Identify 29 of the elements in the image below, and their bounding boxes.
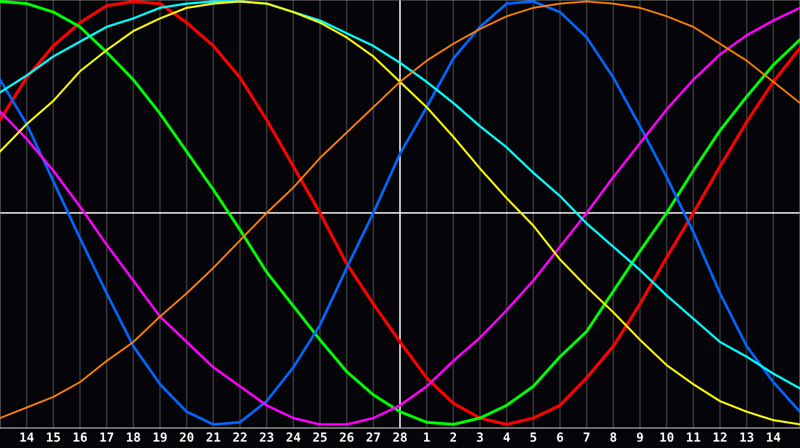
x-tick-label: 14 bbox=[766, 432, 780, 442]
x-tick-label: 10 bbox=[660, 432, 674, 442]
x-tick-label: 9 bbox=[636, 432, 643, 442]
x-tick-label: 2 bbox=[450, 432, 456, 442]
x-tick-label: 28 bbox=[393, 432, 407, 442]
x-tick-label: 27 bbox=[366, 432, 380, 442]
x-tick-label: 21 bbox=[206, 432, 220, 442]
x-tick-label: 23 bbox=[260, 432, 274, 442]
x-tick-label: 20 bbox=[180, 432, 194, 442]
x-tick-label: 26 bbox=[340, 432, 354, 442]
x-tick-label: 24 bbox=[286, 432, 300, 442]
x-tick-label: 19 bbox=[154, 432, 167, 442]
x-tick-label: 14 bbox=[20, 432, 34, 442]
x-tick-label: 5 bbox=[530, 432, 536, 442]
x-tick-label: 18 bbox=[126, 432, 140, 442]
x-tick-label: 4 bbox=[504, 432, 510, 442]
x-tick-label: 6 bbox=[557, 432, 564, 442]
x-tick-label: 15 bbox=[46, 432, 60, 442]
x-tick-label: 13 bbox=[740, 432, 754, 442]
x-tick-label: 22 bbox=[233, 432, 246, 442]
x-tick-label: 16 bbox=[74, 432, 87, 442]
x-tick-label: 8 bbox=[610, 432, 616, 442]
x-tick-label: 11 bbox=[686, 432, 700, 442]
x-tick-label: 7 bbox=[584, 432, 590, 442]
x-tick-label: 12 bbox=[714, 432, 726, 442]
x-tick-label: 17 bbox=[100, 432, 114, 442]
x-tick-label: 3 bbox=[477, 432, 483, 442]
x-tick-label: 1 bbox=[424, 432, 430, 442]
x-tick-label: 25 bbox=[313, 432, 327, 442]
